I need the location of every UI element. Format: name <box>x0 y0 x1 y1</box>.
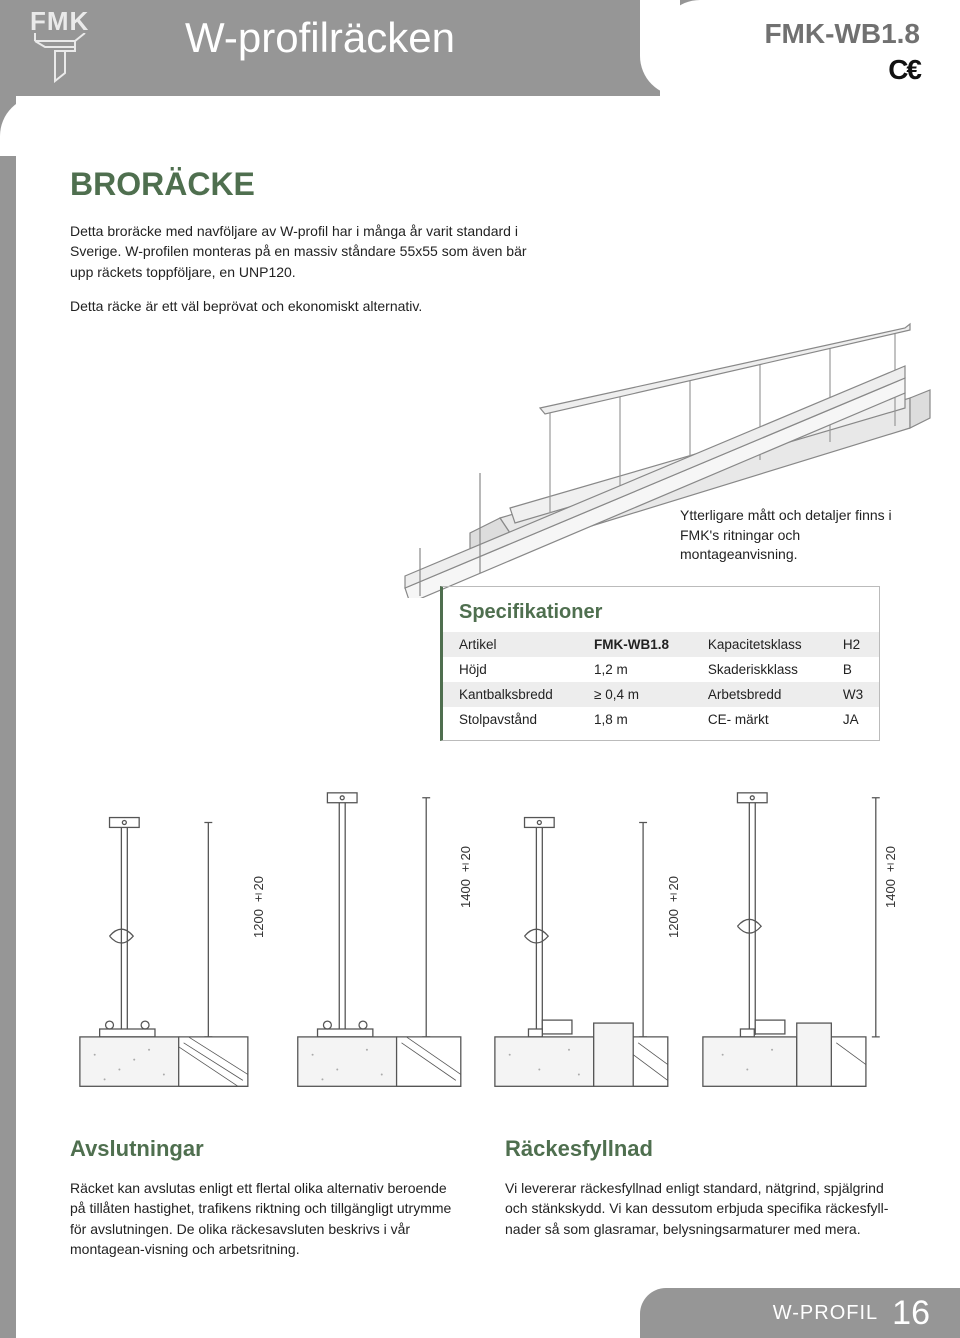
footer-page: 16 <box>892 1294 930 1333</box>
cell-value: JA <box>827 707 879 732</box>
cell-value: 1,2 m <box>578 657 692 682</box>
cell-value: ≥ 0,4 m <box>578 682 692 707</box>
cell-value: B <box>827 657 879 682</box>
section-heading: BRORÄCKE <box>70 166 900 203</box>
table-row: Höjd 1,2 m Skaderiskklass B <box>443 657 879 682</box>
table-row: Stolpavstånd 1,8 m CE- märkt JA <box>443 707 879 732</box>
cell-label: CE- märkt <box>692 707 827 732</box>
col2-title: Räckesfyllnad <box>505 1136 900 1162</box>
spec-title: Specifikationer <box>443 601 879 632</box>
dim-label: 1400 ±20 <box>458 846 473 908</box>
cell-label: Artikel <box>443 632 578 657</box>
cell-value: FMK-WB1.8 <box>578 632 692 657</box>
cell-value: 1,8 m <box>578 707 692 732</box>
dim-label: 1400 ±20 <box>883 846 898 908</box>
page-title: W-profilräcken <box>0 14 640 62</box>
bottom-columns: Avslutningar Räcket kan avslutas enligt … <box>70 1136 900 1259</box>
note-text: Ytterligare mått och detaljer finns i FM… <box>680 506 900 565</box>
col1-title: Avslutningar <box>70 1136 465 1162</box>
cell-label: Stolpavstånd <box>443 707 578 732</box>
diagram-2: 1400 ±20 <box>278 786 486 1106</box>
footer-label: W-PROFIL <box>773 1302 878 1325</box>
cell-label: Höjd <box>443 657 578 682</box>
cell-value: W3 <box>827 682 879 707</box>
dim-label: 1200 ±20 <box>666 876 681 938</box>
side-strip <box>0 96 16 1338</box>
cell-label: Kantbalksbredd <box>443 682 578 707</box>
spec-table: Artikel FMK-WB1.8 Kapacitetsklass H2 Höj… <box>443 632 879 732</box>
col-avslutningar: Avslutningar Räcket kan avslutas enligt … <box>70 1136 465 1259</box>
dim-label: 1200 ±20 <box>251 876 266 938</box>
col2-text: Vi levererar räckesfyllnad enligt standa… <box>505 1178 900 1239</box>
cell-label: Skaderiskklass <box>692 657 827 682</box>
ce-mark: C€ <box>888 54 920 86</box>
diagram-4: 1400 ±20 <box>693 786 901 1106</box>
diagram-row: 1200 ±20 <box>70 786 900 1106</box>
col1-text: Räcket kan avslutas enligt ett flertal o… <box>70 1178 465 1259</box>
footer: W-PROFIL 16 <box>640 1288 960 1338</box>
table-row: Kantbalksbredd ≥ 0,4 m Arbetsbredd W3 <box>443 682 879 707</box>
product-code: FMK-WB1.8 <box>764 18 920 50</box>
diagram-1: 1200 ±20 <box>70 786 278 1106</box>
cell-label: Arbetsbredd <box>692 682 827 707</box>
cell-value: H2 <box>827 632 879 657</box>
spec-panel: Specifikationer Artikel FMK-WB1.8 Kapaci… <box>440 586 880 741</box>
diagram-3: 1200 ±20 <box>485 786 693 1106</box>
table-row: Artikel FMK-WB1.8 Kapacitetsklass H2 <box>443 632 879 657</box>
header-bar: FMK W-profilräcken FMK-WB1.8 C€ <box>0 0 960 96</box>
col-rackesfyllnad: Räckesfyllnad Vi levererar räckesfyllnad… <box>505 1136 900 1259</box>
cell-label: Kapacitetsklass <box>692 632 827 657</box>
